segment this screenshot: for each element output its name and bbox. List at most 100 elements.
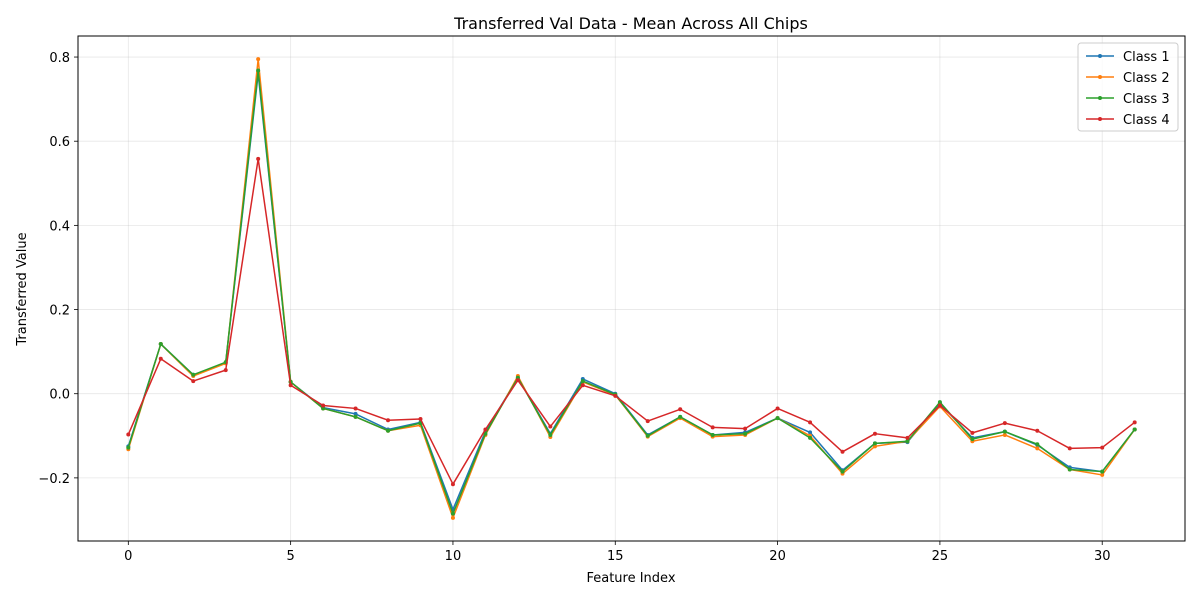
y-tick-label: 0.6 [49, 135, 70, 150]
data-point-class-4 [515, 378, 520, 383]
data-point-class-4 [1067, 446, 1072, 451]
x-axis-label: Feature Index [586, 571, 675, 586]
x-tick-label: 10 [445, 549, 462, 564]
data-point-class-3 [872, 441, 877, 446]
data-point-class-3 [678, 414, 683, 419]
series-line-class-4 [127, 158, 1136, 485]
data-point-class-3 [905, 439, 910, 444]
plot-frame [77, 35, 1186, 542]
legend-label-class-2: Class 2 [1123, 71, 1170, 86]
data-point-class-4 [580, 383, 585, 388]
data-point-class-3 [321, 406, 326, 411]
data-point-class-4 [970, 430, 975, 435]
data-point-class-1 [808, 430, 813, 435]
data-point-class-4 [450, 482, 455, 487]
data-point-class-3 [1132, 427, 1137, 432]
data-point-class-2 [1002, 432, 1007, 437]
data-point-class-3 [1100, 469, 1105, 474]
data-point-class-2 [450, 515, 455, 520]
data-point-class-4 [191, 379, 196, 384]
data-point-class-3 [840, 469, 845, 474]
y-tick-label: 0.4 [49, 219, 70, 234]
data-point-class-3 [353, 414, 358, 419]
data-point-class-3 [386, 428, 391, 433]
data-point-class-4 [710, 425, 715, 430]
data-point-class-2 [1035, 446, 1040, 451]
data-point-class-4 [840, 449, 845, 454]
data-point-class-4 [1035, 428, 1040, 433]
grid [78, 36, 1185, 541]
data-point-class-2 [256, 57, 261, 62]
data-point-class-3 [483, 431, 488, 436]
legend-marker-class-2 [1098, 75, 1102, 79]
legend-marker-class-1 [1098, 54, 1102, 58]
x-tick-label: 20 [769, 549, 786, 564]
data-point-class-4 [645, 419, 650, 424]
data-point-class-4 [256, 156, 261, 161]
data-point-class-4 [937, 403, 942, 408]
data-point-class-4 [1100, 445, 1105, 450]
data-point-class-4 [353, 406, 358, 411]
data-point-class-3 [256, 68, 261, 73]
data-point-class-4 [386, 418, 391, 423]
data-point-class-3 [191, 372, 196, 377]
data-point-class-4 [158, 356, 163, 361]
data-point-class-4 [613, 393, 618, 398]
data-point-class-3 [126, 445, 131, 450]
data-point-class-3 [548, 432, 553, 437]
legend-marker-class-3 [1098, 96, 1102, 100]
data-point-class-2 [872, 444, 877, 449]
data-point-class-4 [288, 383, 293, 388]
legend-marker-class-4 [1098, 117, 1102, 121]
data-point-class-4 [483, 427, 488, 432]
data-point-class-3 [645, 433, 650, 438]
axis-ticks: 0 5 10 15 20 25 30 −0.2 0.0 0.2 0.4 0.6 0.8 [38, 51, 1110, 564]
legend-box [1077, 42, 1179, 132]
legend-label-class-4: Class 4 [1123, 113, 1170, 128]
data-point-class-3 [450, 511, 455, 516]
legend-label-class-3: Class 3 [1123, 92, 1170, 107]
legend: Class 1 Class 2 Class 3 Class 4 [1077, 42, 1179, 132]
data-point-class-4 [1002, 421, 1007, 426]
data-point-class-3 [775, 416, 780, 421]
x-tick-label: 0 [124, 549, 132, 564]
data-point-class-3 [1035, 442, 1040, 447]
data-point-class-3 [937, 400, 942, 405]
series-lines [126, 57, 1137, 520]
data-point-class-3 [710, 432, 715, 437]
data-point-class-1 [353, 411, 358, 416]
y-tick-label: 0.8 [49, 51, 70, 66]
data-point-class-2 [1100, 472, 1105, 477]
data-point-class-4 [126, 432, 131, 437]
data-point-class-4 [418, 416, 423, 421]
data-point-class-4 [775, 406, 780, 411]
data-point-class-4 [808, 420, 813, 425]
data-point-class-3 [743, 431, 748, 436]
data-point-class-4 [905, 435, 910, 440]
chart-title: Transferred Val Data - Mean Across All C… [453, 14, 808, 33]
data-point-class-4 [743, 426, 748, 431]
data-point-class-3 [970, 437, 975, 442]
data-point-class-3 [1002, 429, 1007, 434]
data-point-class-4 [872, 431, 877, 436]
series-line-class-3 [127, 69, 1136, 515]
x-tick-label: 30 [1094, 549, 1111, 564]
data-point-class-3 [158, 342, 163, 347]
y-tick-label: 0.2 [49, 304, 70, 319]
y-tick-label: −0.2 [38, 472, 70, 487]
x-tick-label: 25 [932, 549, 949, 564]
y-tick-label: 0.0 [49, 388, 70, 403]
x-tick-label: 5 [286, 549, 294, 564]
data-point-class-3 [1067, 467, 1072, 472]
data-point-class-4 [548, 424, 553, 429]
data-point-class-3 [808, 435, 813, 440]
y-axis-label: Transferred Value [15, 232, 30, 346]
data-point-class-3 [580, 379, 585, 384]
legend-label-class-1: Class 1 [1123, 50, 1170, 65]
x-tick-label: 15 [607, 549, 624, 564]
data-point-class-4 [321, 403, 326, 408]
data-point-class-4 [1132, 420, 1137, 425]
data-point-class-4 [223, 368, 228, 373]
